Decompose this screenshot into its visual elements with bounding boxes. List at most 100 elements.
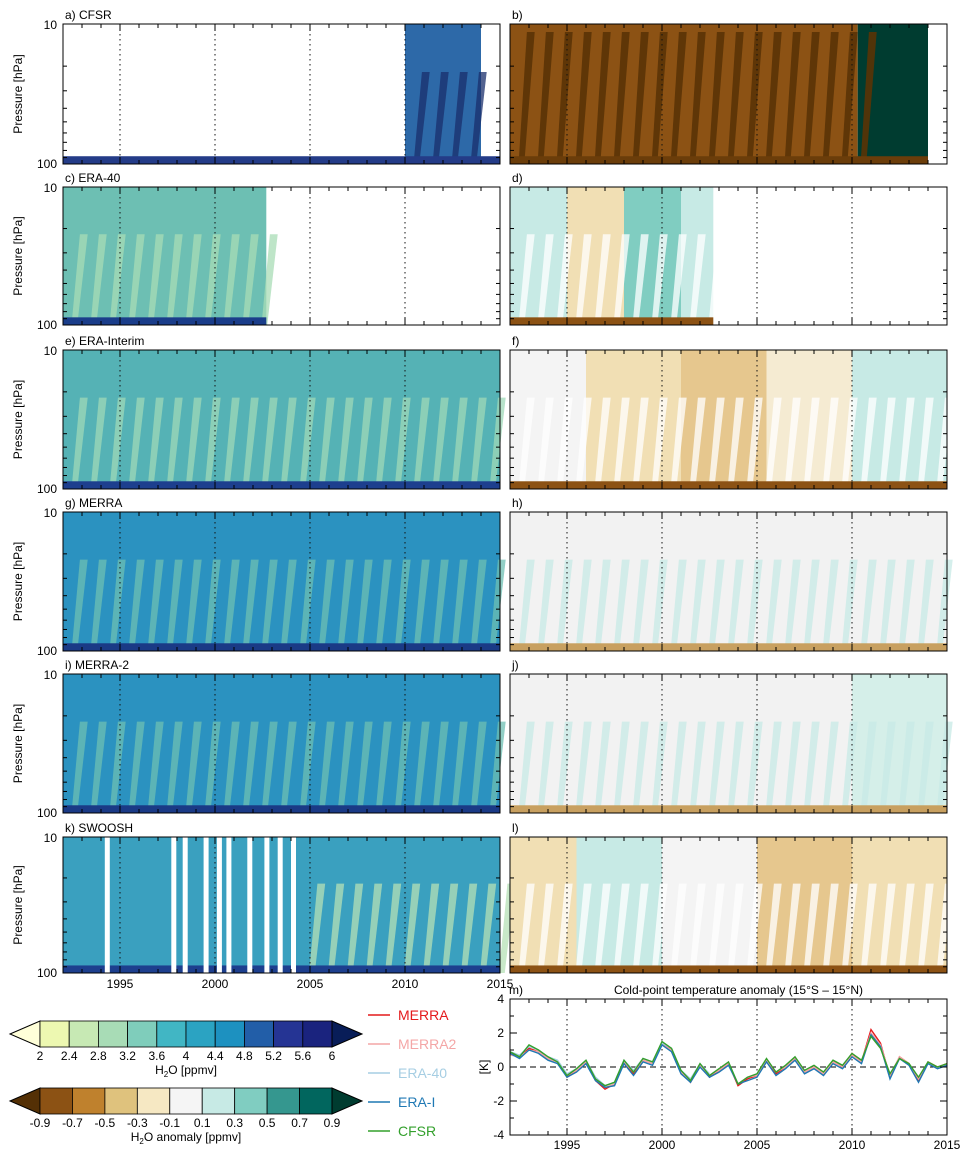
seasonal-streak (394, 559, 411, 651)
x-tick-label: 2000 (202, 977, 229, 991)
data-gap (264, 837, 270, 973)
seasonal-streak (470, 721, 487, 813)
seasonal-streak (784, 559, 801, 651)
panel-title: g) MERRA (65, 496, 122, 510)
y-tick-label: 4 (497, 992, 504, 1006)
seasonal-streak (594, 883, 611, 973)
seasonal-streak (670, 234, 687, 325)
panel-title: j) (511, 658, 519, 672)
seasonal-streak (299, 397, 316, 489)
seasonal-streak (432, 71, 449, 164)
seasonal-streak (613, 559, 630, 651)
seasonal-streak (936, 883, 953, 973)
seasonal-streak (632, 559, 649, 651)
seasonal-streak (556, 234, 573, 325)
data-gap (291, 837, 296, 973)
seasonal-streak (727, 721, 744, 813)
seasonal-streak (727, 32, 744, 164)
panel-frame (509, 186, 948, 326)
seasonal-streak (90, 397, 107, 489)
seasonal-streak (860, 883, 877, 973)
panel-title: h) (512, 496, 523, 510)
seasonal-streak (413, 71, 430, 164)
seasonal-streak (575, 721, 592, 813)
seasonal-streak (860, 721, 877, 813)
bottom-layer (510, 481, 947, 489)
band-0 (63, 674, 500, 813)
x-tick-label: 2010 (392, 977, 419, 991)
seasonal-streak (261, 397, 278, 489)
seasonal-streak (109, 234, 126, 325)
seasonal-streak (337, 397, 354, 489)
seasonal-streak (651, 234, 668, 325)
seasonal-streak (185, 721, 202, 813)
panel-frame (62, 673, 501, 814)
data-gap (226, 837, 232, 973)
colorbar-title: H2O [ppmv] (155, 1063, 217, 1079)
colorbar-cell (169, 1087, 203, 1115)
seasonal-streak (537, 397, 554, 489)
panel-e: e) ERA-Interim 10 100 Pressure [hPa] (11, 334, 506, 496)
seasonal-streak (375, 721, 392, 813)
panel-frame (509, 23, 948, 165)
seasonal-streak (204, 721, 221, 813)
seasonal-streak (337, 721, 354, 813)
colorbar-tick-label: 0.9 (324, 1116, 341, 1130)
colorbar-cell (68, 1020, 99, 1048)
panel-title: e) ERA-Interim (65, 334, 144, 348)
seasonal-streak (917, 721, 934, 813)
legend-label: CFSR (398, 1123, 436, 1139)
y-axis-label: Pressure [hPa] (11, 380, 25, 459)
x-tick-label: 2015 (934, 1138, 961, 1150)
seasonal-streak (746, 721, 763, 813)
data-gap (171, 837, 177, 973)
colorbar-cell (39, 1020, 70, 1048)
seasonal-streak (537, 234, 554, 325)
seasonal-streak (613, 32, 630, 164)
seasonal-streak (537, 32, 554, 164)
seasonal-streak (185, 559, 202, 651)
seasonal-streak (147, 234, 164, 325)
seasonal-streak (451, 397, 468, 489)
seasonal-streak (166, 234, 183, 325)
panel-h: h) (509, 496, 953, 652)
seasonal-streak (784, 721, 801, 813)
seasonal-streak (280, 721, 297, 813)
seasonal-streak (413, 559, 430, 651)
y-tick-label: 100 (37, 966, 57, 980)
seasonal-streak (575, 883, 592, 973)
y-tick-label: -2 (493, 1094, 504, 1108)
panel-frame (62, 186, 501, 326)
seasonal-streak (470, 397, 487, 489)
panel-frame (509, 836, 948, 974)
seasonal-streak (280, 397, 297, 489)
seasonal-streak (898, 397, 915, 489)
seasonal-streak (879, 397, 896, 489)
panel-title: l) (512, 821, 519, 835)
seasonal-streak (689, 721, 706, 813)
seasonal-streak (518, 883, 535, 973)
seasonal-streak (670, 397, 687, 489)
seasonal-streak (518, 234, 535, 325)
heatmap-panels: a) CFSR 10 100 Pressure [hPa] b) c) ERA-40 10 1… (11, 8, 953, 991)
seasonal-streak (822, 397, 839, 489)
seasonal-streak (356, 721, 373, 813)
seasonal-streak (670, 559, 687, 651)
seasonal-streak (489, 721, 506, 813)
seasonal-streak (765, 721, 782, 813)
seasonal-streak (309, 883, 326, 973)
seasonal-streak (632, 883, 649, 973)
legend-label: MERRA2 (398, 1036, 457, 1052)
panel-f: f) (509, 334, 953, 490)
seasonal-streak (90, 721, 107, 813)
seasonal-streak (489, 559, 506, 651)
seasonal-streak (204, 234, 221, 325)
seasonal-streak (166, 721, 183, 813)
seasonal-streak (651, 721, 668, 813)
seasonal-streak (746, 559, 763, 651)
data-gap (104, 837, 110, 973)
legend-item-era-40: ERA-40 (368, 1065, 447, 1081)
panel-frame (62, 836, 501, 974)
data-gap (277, 837, 283, 973)
legend-item-era-i: ERA-I (368, 1094, 435, 1110)
